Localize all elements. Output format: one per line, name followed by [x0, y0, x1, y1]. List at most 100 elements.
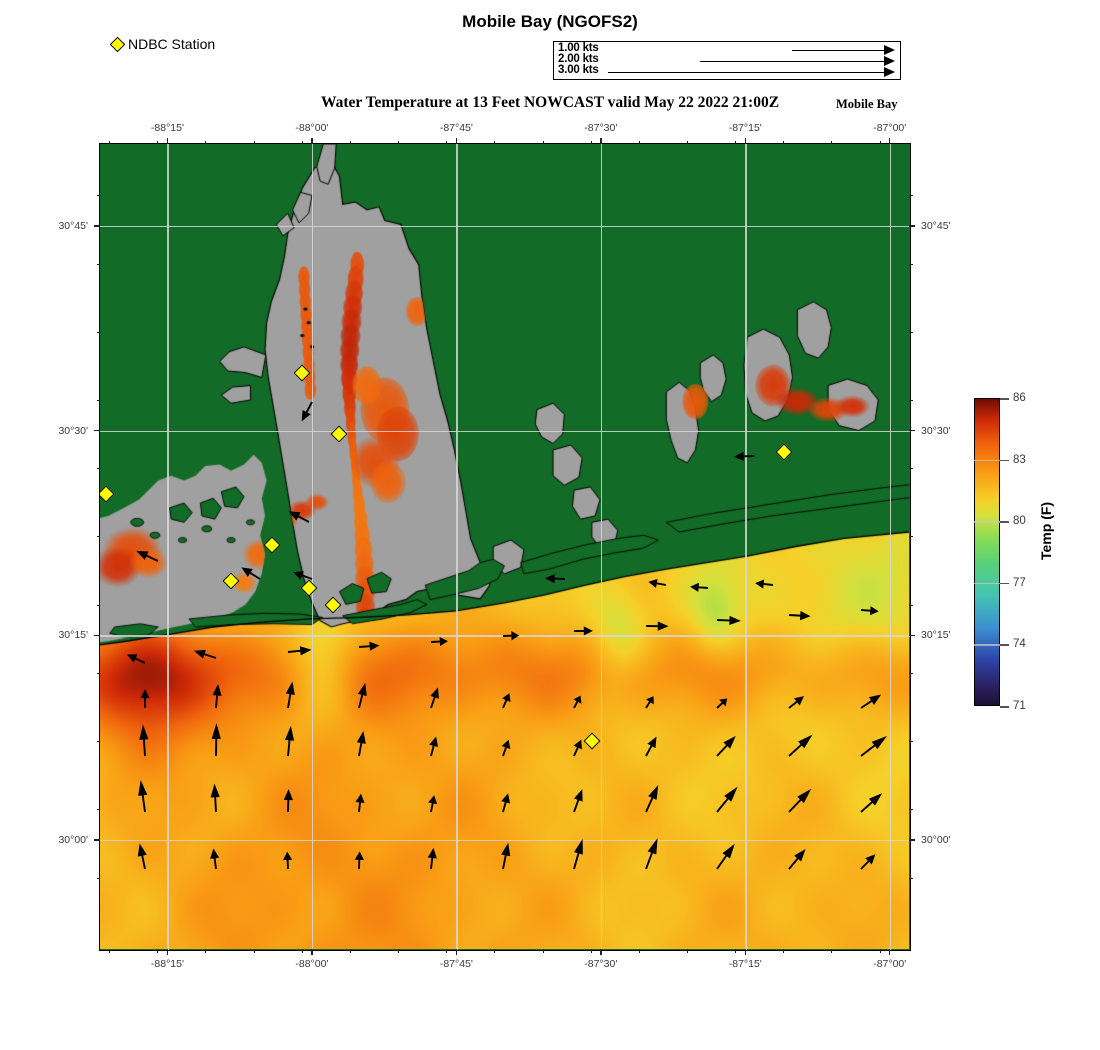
- axis-tick: [879, 949, 881, 953]
- axis-tick: [96, 536, 100, 538]
- axis-tick: [96, 672, 100, 674]
- current-vector-arrow: [138, 724, 149, 756]
- colorbar-tick: [1000, 521, 1009, 523]
- axis-tick: [446, 140, 448, 144]
- axis-tick: [94, 839, 100, 841]
- axis-tick: [638, 949, 640, 953]
- gridline-vertical: [745, 144, 747, 950]
- velocity-scale-row: 3.00 kts: [554, 64, 899, 78]
- current-vector-arrow: [429, 686, 439, 708]
- axis-tick: [909, 877, 913, 879]
- colorbar-tick-label: 86: [1013, 392, 1026, 404]
- gridline-horizontal: [100, 839, 910, 842]
- gridline-vertical: [600, 144, 603, 950]
- current-vector-arrow: [212, 683, 222, 708]
- current-vector-arrow: [288, 511, 310, 524]
- ndbc-station-legend-label: NDBC Station: [128, 36, 216, 52]
- axis-tick: [109, 140, 111, 144]
- axis-tick: [542, 949, 544, 953]
- map-plot-area[interactable]: [99, 143, 911, 951]
- current-vector-arrow: [427, 847, 437, 869]
- current-vector-arrow: [788, 695, 804, 709]
- current-vector-arrow: [285, 680, 295, 708]
- colorbar-tick-inner: [974, 582, 1000, 585]
- gridline-vertical: [167, 144, 169, 950]
- axis-tick-label: 30°00': [58, 833, 88, 846]
- axis-tick: [889, 138, 891, 144]
- axis-tick: [301, 140, 303, 144]
- current-vector-arrow: [358, 682, 368, 708]
- axis-tick: [301, 949, 303, 953]
- current-vector-arrow: [690, 583, 709, 593]
- axis-tick: [735, 140, 737, 144]
- axis-tick: [783, 140, 785, 144]
- axis-tick-label: -87°45': [439, 122, 473, 134]
- current-vector-arrow: [574, 626, 593, 636]
- current-vector-arrow: [357, 730, 367, 756]
- axis-tick: [96, 741, 100, 743]
- velocity-scale-shaft: [792, 49, 884, 51]
- axis-tick-label: 30°15': [58, 629, 88, 642]
- current-vector-arrow: [716, 697, 728, 709]
- current-vector-arrow: [573, 838, 583, 869]
- current-vector-arrow: [859, 694, 881, 709]
- colorbar-tick: [1000, 398, 1009, 400]
- axis-tick: [744, 138, 746, 144]
- current-vector-arrow: [126, 654, 145, 664]
- axis-tick: [96, 263, 100, 265]
- colorbar-tick: [1000, 459, 1009, 462]
- velocity-scale-row: 1.00 kts: [554, 42, 899, 56]
- axis-tick-label: -87°15': [728, 958, 762, 970]
- current-vector-arrow: [502, 631, 519, 641]
- current-vector-arrow: [644, 736, 657, 757]
- axis-tick: [96, 809, 100, 811]
- current-vector-arrow: [645, 621, 669, 631]
- current-vector-arrow: [210, 783, 220, 813]
- axis-tick: [638, 140, 640, 144]
- axis-tick-label: -87°15': [728, 122, 762, 134]
- current-vector-arrow: [733, 452, 754, 462]
- axis-tick: [494, 949, 496, 953]
- axis-tick: [590, 140, 592, 144]
- velocity-scale-shaft: [700, 60, 884, 62]
- velocity-scale-arrowhead-icon: [884, 55, 895, 66]
- current-vector-arrow: [501, 739, 510, 757]
- axis-tick: [311, 949, 313, 955]
- current-vector-arrow: [429, 736, 438, 757]
- axis-tick: [96, 195, 100, 197]
- axis-tick-label: 30°15': [921, 629, 951, 642]
- axis-tick: [455, 138, 458, 144]
- current-vector-arrow: [301, 401, 313, 422]
- diamond-marker-icon: [109, 36, 126, 52]
- gridline-vertical: [311, 144, 314, 950]
- map-subtitle: Water Temperature at 13 Feet NOWCAST val…: [320, 94, 780, 111]
- current-vector-arrow: [193, 649, 217, 659]
- axis-tick: [909, 263, 913, 265]
- current-vector-arrow: [137, 780, 147, 813]
- axis-tick-label: 30°30': [58, 424, 88, 437]
- current-vector-arrow: [644, 837, 658, 869]
- axis-tick-label: 30°45': [921, 219, 951, 232]
- gridline-horizontal: [100, 430, 910, 432]
- current-vector-arrow: [136, 550, 159, 562]
- axis-tick: [157, 949, 159, 953]
- axis-tick: [783, 949, 785, 953]
- axis-tick: [398, 949, 400, 953]
- colorbar-gradient: [974, 398, 1000, 706]
- axis-tick: [909, 604, 913, 606]
- axis-tick: [253, 140, 255, 144]
- current-vector-arrow: [241, 567, 261, 580]
- current-vector-arrow: [284, 725, 294, 756]
- current-vector-arrow: [644, 695, 654, 709]
- temperature-field-raster: [100, 144, 909, 949]
- velocity-scale-row: 2.00 kts: [554, 53, 899, 67]
- current-vector-arrow: [500, 842, 510, 869]
- axis-tick: [831, 140, 833, 144]
- axis-tick: [600, 949, 602, 955]
- gridline-vertical: [889, 144, 892, 950]
- axis-tick: [166, 138, 169, 144]
- axis-tick: [253, 949, 255, 953]
- velocity-scale-arrowhead-icon: [884, 66, 895, 77]
- current-vector-arrow: [287, 646, 312, 656]
- current-vector-arrow: [717, 616, 742, 626]
